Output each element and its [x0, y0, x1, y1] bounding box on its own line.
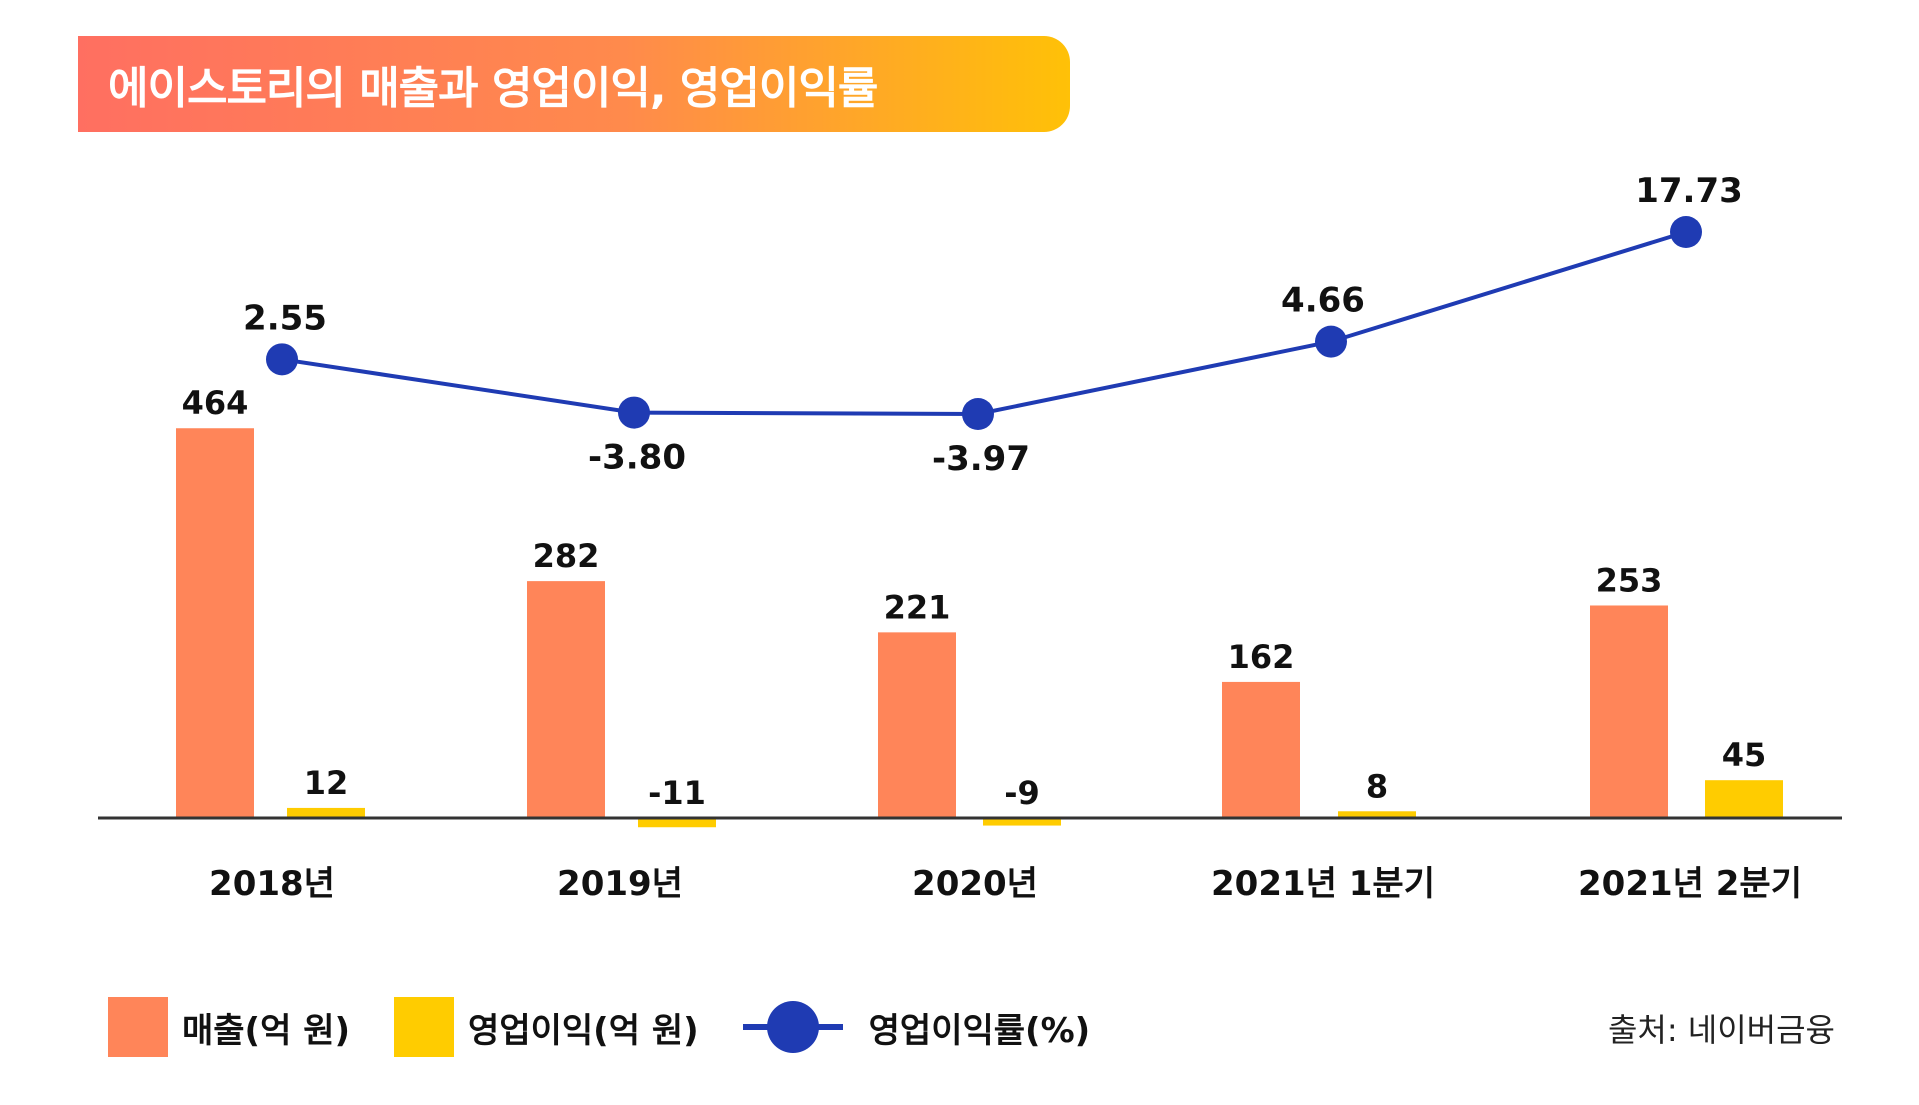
margin-point — [1670, 216, 1702, 248]
margin-value-label: 17.73 — [1635, 171, 1743, 211]
profit-value-label: 45 — [1722, 736, 1767, 774]
revenue-bar — [1222, 681, 1300, 818]
revenue-value-label: 464 — [182, 384, 249, 422]
x-tick-label: 2019년 — [557, 864, 683, 904]
margin-line-layer — [266, 216, 1702, 430]
source-note: 출처: 네이버금융 — [1607, 1011, 1835, 1049]
x-tick-label: 2021년 2분기 — [1578, 864, 1802, 904]
combo-chart: 464 282 221 162 253 12 -11 -9 8 45 2018년 2019년 2020년… — [98, 171, 1842, 904]
revenue-value-label: 253 — [1596, 561, 1663, 599]
revenue-bar — [878, 632, 956, 818]
profit-value-label: 12 — [304, 764, 349, 802]
profit-bar — [287, 807, 365, 818]
legend-item-profit: 영업이익(억 원) — [394, 997, 699, 1057]
revenue-bar — [1590, 605, 1668, 818]
profit-bar — [1705, 780, 1783, 818]
legend-dot — [766, 1001, 819, 1053]
x-tick-label: 2020년 — [912, 864, 1038, 904]
margin-point — [618, 396, 650, 429]
margin-value-label: -3.80 — [588, 438, 686, 478]
chart-title: 에이스토리의 매출과 영업이익, 영업이익률 — [108, 63, 878, 114]
legend-label-margin: 영업이익률(%) — [868, 1010, 1091, 1051]
legend: 매출(억 원) 영업이익(억 원) 영업이익률(%) — [108, 995, 1134, 1059]
revenue-bar — [176, 428, 254, 818]
legend-item-margin: 영업이익률(%) — [742, 997, 1091, 1057]
revenue-bar — [527, 581, 605, 818]
bars-layer — [176, 428, 1783, 828]
profit-value-label: -9 — [1004, 774, 1040, 812]
revenue-value-label: 162 — [1228, 638, 1295, 676]
margin-point — [1315, 325, 1347, 358]
profit-value-label: 8 — [1366, 767, 1388, 805]
profit-value-label: -11 — [648, 774, 706, 812]
margin-point — [962, 398, 994, 430]
margin-value-label: 4.66 — [1281, 281, 1365, 321]
legend-label-revenue: 매출(억 원) — [182, 1010, 351, 1051]
profit-bar — [638, 818, 716, 828]
x-tick-label: 2021년 1분기 — [1211, 864, 1435, 904]
profit-bar — [1338, 811, 1416, 818]
x-tick-label: 2018년 — [209, 864, 335, 904]
margin-point — [266, 343, 298, 376]
margin-line — [281, 230, 1687, 417]
legend-item-revenue: 매출(억 원) — [108, 997, 350, 1057]
revenue-value-label: 282 — [533, 537, 600, 575]
margin-value-label: 2.55 — [243, 298, 327, 338]
legend-label-profit: 영업이익(억 원) — [468, 1010, 699, 1051]
title-banner: 에이스토리의 매출과 영업이익, 영업이익률 — [78, 36, 1070, 132]
profit-bar — [983, 818, 1061, 826]
legend-swatch-profit — [394, 997, 455, 1057]
margin-value-label: -3.97 — [932, 439, 1030, 479]
legend-swatch-margin — [742, 997, 843, 1057]
labels-layer: 464 282 221 162 253 12 -11 -9 8 45 2018년 2019년 2020년… — [182, 171, 1802, 904]
revenue-value-label: 221 — [884, 588, 951, 626]
legend-swatch-revenue — [108, 997, 168, 1057]
